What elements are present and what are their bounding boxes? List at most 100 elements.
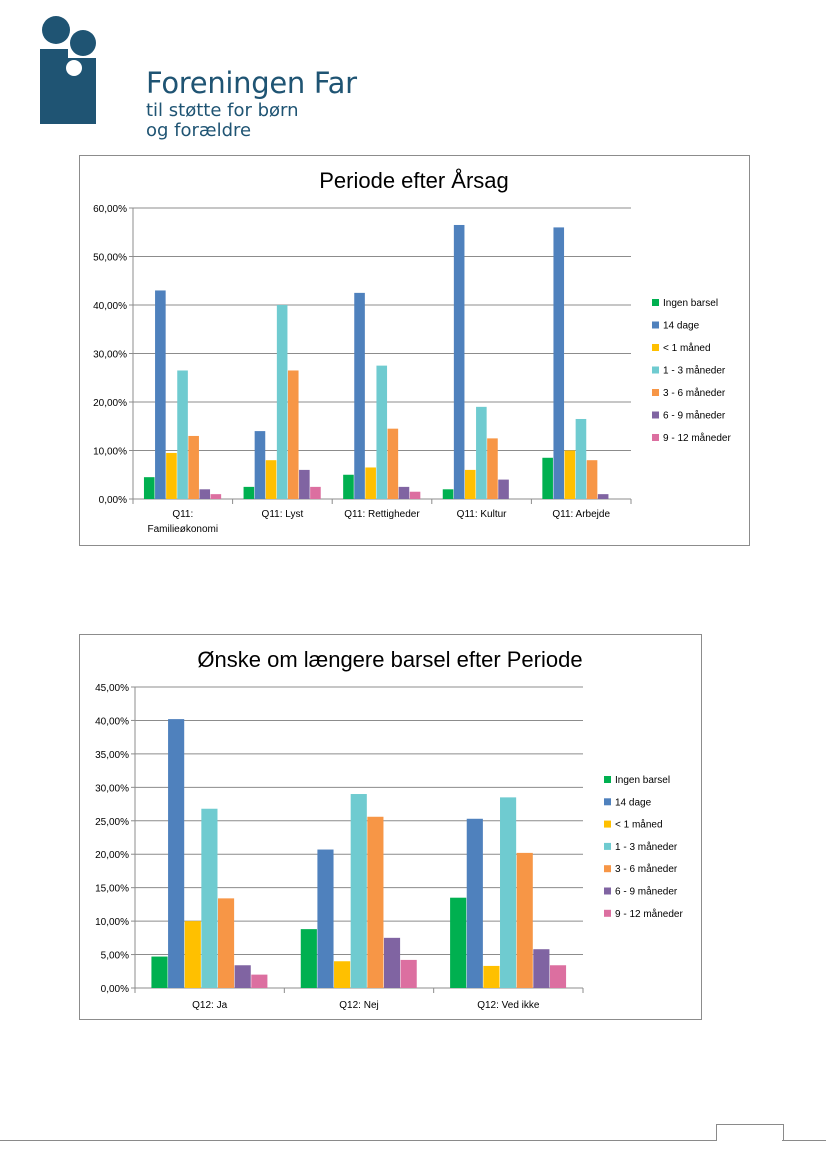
x-category-label: Q11: Arbejde xyxy=(552,509,610,520)
legend-swatch-ingen-barsel xyxy=(652,299,659,306)
bar-3-6-m-neder-3 xyxy=(387,428,399,499)
legend-label-ingen-barsel: Ingen barsel xyxy=(615,775,670,786)
bar-1-m-ned-1 xyxy=(166,452,177,499)
bar-6-9-m-neder-3 xyxy=(398,486,410,499)
y-tick-label: 0,00% xyxy=(99,495,127,506)
y-tick-label: 35,00% xyxy=(95,750,129,761)
bar-9-12-m-neder-1 xyxy=(210,494,222,499)
legend-swatch-1-m-ned xyxy=(652,344,659,351)
bar-1-m-ned-2 xyxy=(334,961,351,988)
legend-label-3-6-m-neder: 3 - 6 måneder xyxy=(615,863,678,875)
bar-9-12-m-neder-2 xyxy=(400,959,417,988)
logo-subtitle-line-2: og forældre xyxy=(146,120,252,141)
bar-1-m-ned-2 xyxy=(265,460,277,499)
bar-14-dage-1 xyxy=(168,719,185,988)
legend-label-1-m-ned: < 1 måned xyxy=(663,342,711,354)
bar-14-dage-2 xyxy=(317,849,334,988)
bar-14-dage-4 xyxy=(453,224,465,499)
bar-ingen-barsel-3 xyxy=(343,474,354,499)
y-tick-label: 60,00% xyxy=(93,204,127,215)
x-category-label: Q12: Nej xyxy=(339,1000,378,1011)
legend-swatch-ingen-barsel xyxy=(604,776,611,783)
bar-1-3-m-neder-1 xyxy=(201,808,218,988)
bar-6-9-m-neder-2 xyxy=(299,469,310,499)
bar-6-9-m-neder-5 xyxy=(597,494,609,499)
chart-oenske-om-laengere-barsel: Ønske om længere barsel efter Periode 0,0… xyxy=(79,634,702,1020)
bar-ingen-barsel-2 xyxy=(300,929,317,988)
legend-swatch-6-9-m-neder xyxy=(652,411,659,419)
bar-ingen-barsel-1 xyxy=(143,477,155,499)
legend-swatch-1-3-m-neder xyxy=(652,366,659,374)
bar-6-9-m-neder-1 xyxy=(199,489,211,499)
bar-ingen-barsel-2 xyxy=(243,486,255,499)
legend-label-14-dage: 14 dage xyxy=(615,797,652,808)
y-tick-label: 45,00% xyxy=(95,683,129,694)
y-tick-label: 25,00% xyxy=(95,817,129,828)
legend-label-1-3-m-neder: 1 - 3 måneder xyxy=(615,841,678,853)
chart-1-svg: Periode efter Årsag 0,00% 10,00% 20,00% 30,0… xyxy=(93,168,731,535)
y-tick-label: 30,00% xyxy=(93,350,127,361)
legend-swatch-9-12-m-neder xyxy=(604,909,611,917)
legend-label-1-3-m-neder: 1 - 3 måneder xyxy=(663,365,726,377)
bar-6-9-m-neder-4 xyxy=(498,479,509,499)
bar-14-dage-5 xyxy=(553,227,565,499)
x-category-label: Q11: Kultur xyxy=(457,509,508,520)
legend-swatch-3-6-m-neder xyxy=(604,865,611,873)
bar-1-m-ned-4 xyxy=(464,469,476,499)
legend-label-6-9-m-neder: 6 - 9 måneder xyxy=(663,410,726,422)
bar-ingen-barsel-3 xyxy=(450,897,467,988)
bar-14-dage-1 xyxy=(155,290,166,499)
bar-3-6-m-neder-2 xyxy=(287,370,299,499)
x-category-label: Q11: Familieøkonomi xyxy=(148,509,219,535)
footer-rule-left xyxy=(0,1140,716,1141)
logo-subtitle-line-1: til støtte for børn xyxy=(146,100,299,121)
bar-9-12-m-neder-2 xyxy=(310,486,321,499)
chart-title: Periode efter Årsag xyxy=(319,168,509,193)
bar-14-dage-3 xyxy=(466,818,483,988)
logo: Foreningen Far til støtte for børn og fo… xyxy=(38,16,357,141)
bar-1-m-ned-1 xyxy=(184,921,201,988)
y-tick-label: 30,00% xyxy=(95,783,129,794)
legend-swatch-14-dage xyxy=(604,798,611,806)
chart-periode-efter-aarsag: Periode efter Årsag 0,00% 10,00% 20,00% 30,0… xyxy=(79,155,750,546)
bar-14-dage-3 xyxy=(354,292,365,499)
y-tick-label: 5,00% xyxy=(101,951,129,962)
legend-label-9-12-m-neder: 9 - 12 måneder xyxy=(663,432,731,444)
legend-label-14-dage: 14 dage xyxy=(663,321,700,332)
bar-1-3-m-neder-2 xyxy=(350,794,367,988)
bar-ingen-barsel-1 xyxy=(151,956,168,988)
legend-label-3-6-m-neder: 3 - 6 måneder xyxy=(663,387,726,399)
legend-swatch-1-m-ned xyxy=(604,820,611,828)
logo-mark xyxy=(40,16,96,124)
bar-1-3-m-neder-5 xyxy=(575,418,587,499)
bar-1-m-ned-3 xyxy=(365,467,376,499)
legend-label-1-m-ned: < 1 måned xyxy=(615,819,663,831)
legend-label-ingen-barsel: Ingen barsel xyxy=(663,298,718,309)
bar-3-6-m-neder-5 xyxy=(586,460,598,499)
bar-3-6-m-neder-2 xyxy=(367,816,384,988)
bar-6-9-m-neder-3 xyxy=(533,949,550,988)
bar-1-m-ned-5 xyxy=(564,450,576,499)
x-category-label: Q12: Ved ikke xyxy=(477,1000,540,1011)
bar-1-3-m-neder-2 xyxy=(276,305,288,499)
y-tick-label: 10,00% xyxy=(93,447,127,458)
legend-swatch-1-3-m-neder xyxy=(604,842,611,850)
y-tick-label: 0,00% xyxy=(101,984,129,995)
legend-swatch-3-6-m-neder xyxy=(652,389,659,396)
bar-3-6-m-neder-1 xyxy=(188,435,199,499)
bar-6-9-m-neder-2 xyxy=(383,937,401,988)
chart-title: Ønske om længere barsel efter Periode xyxy=(197,647,582,672)
legend-label-6-9-m-neder: 6 - 9 måneder xyxy=(615,886,678,898)
y-tick-label: 15,00% xyxy=(95,884,129,895)
bar-1-3-m-neder-4 xyxy=(476,406,487,499)
legend-swatch-14-dage xyxy=(652,321,659,329)
legend-label-9-12-m-neder: 9 - 12 måneder xyxy=(615,908,683,920)
logo-title: Foreningen Far xyxy=(146,66,357,100)
chart-2-svg: Ønske om længere barsel efter Periode 0,0… xyxy=(95,647,683,1011)
bar-9-12-m-neder-3 xyxy=(549,965,567,988)
bar-6-9-m-neder-1 xyxy=(234,965,251,988)
y-tick-label: 20,00% xyxy=(95,850,129,861)
bar-1-m-ned-3 xyxy=(483,965,500,988)
legend-swatch-9-12-m-neder xyxy=(652,434,659,441)
footer-rule-right xyxy=(782,1140,826,1141)
